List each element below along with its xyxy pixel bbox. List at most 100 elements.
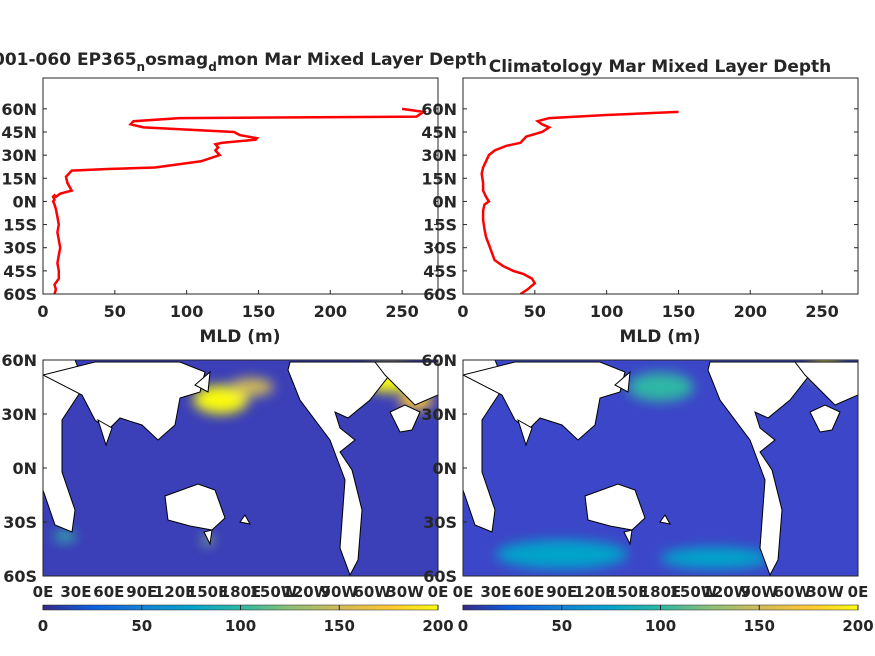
x-tick-label: 200 xyxy=(734,302,767,321)
y-tick-label: 30S xyxy=(423,239,457,258)
profile-plot-frame-climatology xyxy=(462,77,859,295)
mld-hotspot xyxy=(627,372,694,402)
map-y-tick-label: 30N xyxy=(421,405,457,424)
mld-map-climatology: 0E 30E 60E 90E120E150E180E150W120W90W60W30W… xyxy=(421,351,868,601)
map-x-tick-label: 30E xyxy=(60,583,91,601)
map-y-tick-label: 30N xyxy=(1,405,37,424)
x-axis-label-climatology: MLD (m) xyxy=(619,327,700,347)
mld-profile-line-ensemble xyxy=(51,107,428,294)
map-x-tick-label: 180E xyxy=(220,583,262,601)
profile-axes-ensemble: 0 50 100 150 200 250 60S 45S 30S 15S 0N 15N 30N 45N 60… xyxy=(1,100,438,321)
profile-panel-climatology: Climatology Mar Mixed Layer Depth 0 50 100… xyxy=(421,57,859,347)
y-tick-label: 45N xyxy=(1,123,37,142)
x-tick-label: 50 xyxy=(104,302,126,321)
map-x-tick-label: 0E xyxy=(428,583,449,601)
map-x-tick-label: 0E xyxy=(453,583,474,601)
mld-hotspot xyxy=(229,378,274,396)
colorbar-tick-label: 50 xyxy=(131,617,152,635)
profile-plot-frame-ensemble xyxy=(42,77,439,295)
y-tick-label: 0N xyxy=(12,192,37,211)
y-tick-label: 45N xyxy=(421,123,457,142)
x-tick-label: 250 xyxy=(385,302,418,321)
colorbar-tick-label: 100 xyxy=(645,617,676,635)
map-x-tick-label: 90W xyxy=(741,583,779,601)
map-y-tick-label: 60S xyxy=(3,567,37,586)
y-tick-label: 30S xyxy=(3,239,37,258)
y-tick-label: 0N xyxy=(432,192,457,211)
map-x-tick-label: 150W xyxy=(249,583,297,601)
panel-title-climatology: Climatology Mar Mixed Layer Depth xyxy=(489,57,832,77)
map-y-tick-label: 0N xyxy=(12,459,37,478)
map-y-tick-label: 30S xyxy=(3,513,37,532)
y-tick-label: 60N xyxy=(1,100,37,119)
profile-axes-climatology: 0 50 100 150 200 250 60S 45S 30S 15S 0N 15N 30N 45N 60… xyxy=(421,100,858,321)
y-tick-label: 30N xyxy=(1,146,37,165)
map-x-tick-label: 90W xyxy=(321,583,359,601)
y-tick-label: 60S xyxy=(423,285,457,304)
mld-hotspot xyxy=(660,547,771,569)
map-y-tick-label: 60N xyxy=(1,351,37,370)
profile-panel-ensemble: 001-060 EP365nosmagdmon Mar Mixed Layer … xyxy=(0,50,487,347)
y-tick-label: 15N xyxy=(1,169,37,188)
map-x-tick-label: 30W xyxy=(806,583,844,601)
x-tick-label: 50 xyxy=(524,302,546,321)
colorbar-tick-label: 200 xyxy=(842,617,873,635)
map-x-tick-label: 90E xyxy=(546,583,577,601)
colorbar-ticks-climatology: 0 50 100 150 200 xyxy=(458,605,874,635)
map-x-tick-label: 0E xyxy=(33,583,54,601)
map-x-tick-label: 0E xyxy=(848,583,869,601)
map-x-tick-label: 150E xyxy=(607,583,649,601)
colorbar-climatology: 0 50 100 150 200 xyxy=(458,604,874,635)
map-x-tick-label: 150E xyxy=(187,583,229,601)
map-y-tick-label: 30S xyxy=(423,513,457,532)
map-y-tick-label: 0N xyxy=(432,459,457,478)
x-tick-label: 100 xyxy=(170,302,203,321)
map-x-tick-label: 120E xyxy=(574,583,616,601)
colorbar-tick-label: 200 xyxy=(422,617,453,635)
x-tick-label: 250 xyxy=(805,302,838,321)
y-tick-label: 60N xyxy=(421,100,457,119)
x-tick-label: 150 xyxy=(242,302,275,321)
y-tick-label: 45S xyxy=(423,262,457,281)
map-x-tick-label: 180E xyxy=(640,583,682,601)
map-x-tick-label: 60W xyxy=(353,583,391,601)
map-x-tick-label: 60W xyxy=(773,583,811,601)
colorbar-tick-label: 100 xyxy=(225,617,256,635)
colorbar-tick-label: 0 xyxy=(38,617,48,635)
map-axes-climatology: 0E 30E 60E 90E120E150E180E150W120W90W60W30W… xyxy=(421,351,868,601)
map-x-tick-label: 60E xyxy=(513,583,544,601)
x-tick-label: 0 xyxy=(457,302,468,321)
x-axis-label-ensemble: MLD (m) xyxy=(199,327,280,347)
mld-hotspot xyxy=(53,531,76,542)
y-tick-label: 30N xyxy=(421,146,457,165)
map-x-tick-label: 60E xyxy=(93,583,124,601)
colorbar-ticks-ensemble: 0 50 100 150 200 xyxy=(38,605,454,635)
map-y-tick-label: 60S xyxy=(423,567,457,586)
map-y-tick-label: 60N xyxy=(421,351,457,370)
y-tick-label: 45S xyxy=(3,262,37,281)
colorbar-tick-label: 50 xyxy=(551,617,572,635)
map-x-tick-label: 150W xyxy=(669,583,717,601)
map-axes-ensemble: 0E 30E 60E 90E120E150E180E150W120W90W60W30W… xyxy=(1,351,448,601)
y-tick-label: 60S xyxy=(3,285,37,304)
x-tick-label: 150 xyxy=(662,302,695,321)
map-x-tick-label: 120W xyxy=(702,583,750,601)
x-tick-label: 100 xyxy=(590,302,623,321)
y-tick-label: 15S xyxy=(423,216,457,235)
map-x-tick-label: 90E xyxy=(126,583,157,601)
map-x-tick-label: 120E xyxy=(154,583,196,601)
colorbar-ensemble: 0 50 100 150 200 xyxy=(38,604,454,635)
mld-map-ensemble: 0E 30E 60E 90E120E150E180E150W120W90W60W30W… xyxy=(1,351,448,601)
x-tick-label: 0 xyxy=(37,302,48,321)
y-tick-label: 15S xyxy=(3,216,37,235)
continents-climatology xyxy=(463,360,858,576)
panel-title-ensemble: 001-060 EP365nosmagdmon Mar Mixed Layer … xyxy=(0,50,487,74)
mld-hotspot xyxy=(495,540,628,569)
colorbar-tick-label: 150 xyxy=(324,617,355,635)
mld-profile-line-climatology xyxy=(480,110,679,294)
x-tick-label: 200 xyxy=(314,302,347,321)
map-x-tick-label: 120W xyxy=(282,583,330,601)
y-tick-label: 15N xyxy=(421,169,457,188)
colorbar-tick-label: 150 xyxy=(744,617,775,635)
